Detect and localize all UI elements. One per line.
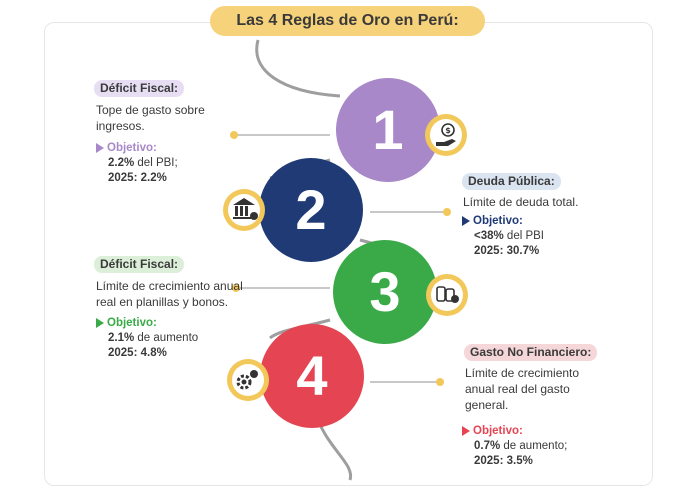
rule-3-objective-2025: 2025: 4.8% (108, 347, 167, 359)
rule-number-4: 4 (296, 344, 328, 407)
circle-4 (260, 324, 364, 428)
triangle-bullet-icon (96, 142, 104, 153)
rule-4-objective-2025: 2025: 3.5% (474, 455, 533, 467)
rule-1-desc-line: ingresos. (96, 119, 145, 133)
rule-2-description: Límite de deuda total. (463, 194, 578, 210)
top-connector-line (255, 39, 341, 98)
page-title: Las 4 Reglas de Oro en Perú: (210, 6, 485, 36)
gear-money-icon (227, 359, 269, 401)
rule-4-objective-value: 0.7% (474, 440, 501, 452)
bottom-connector-line (316, 419, 353, 481)
rule-4-desc-line: Límite de crecimiento (465, 366, 580, 380)
rule-2-objective-value: <38% (474, 230, 504, 242)
rule-2-desc-line: Límite de deuda total. (463, 195, 579, 209)
rule-2-objective-label: Objetivo: (473, 215, 523, 227)
rule-2-objective-text: del PBI (503, 230, 545, 242)
rule-3-objective-value: 2.1% (108, 332, 135, 344)
svg-text:$: $ (445, 126, 451, 135)
rule-3-objective-label: Objetivo: (107, 317, 157, 329)
connector-dot-2 (443, 208, 451, 216)
rule-2-objective-2025: 2025: 30.7% (474, 245, 540, 257)
connector-dot-3 (232, 284, 240, 292)
rule-4-desc-line: general. (465, 398, 509, 412)
connector-dot-1 (230, 131, 238, 139)
rule-4-tag: Gasto No Financiero: (464, 344, 598, 361)
rule-4-objective-text: de aumento; (500, 440, 568, 452)
triangle-bullet-icon (462, 425, 470, 436)
rule-4-objective: Objetivo: 0.7% de aumento; 2025: 3.5% (462, 424, 567, 469)
rule-4-objective-label: Objetivo: (473, 425, 523, 437)
circle-1 (336, 78, 440, 182)
circle-3 (333, 240, 437, 344)
bank-icon (223, 189, 265, 231)
circle-2 (259, 158, 363, 262)
rule-1-objective-label: Objetivo: (107, 142, 157, 154)
triangle-bullet-icon (462, 215, 470, 226)
rule-3-desc-line: real en planillas y bonos. (96, 295, 229, 309)
triangle-bullet-icon (96, 317, 104, 328)
rule-4-description: Límite de crecimiento anual real del gas… (465, 365, 579, 413)
connector-dot-4 (436, 378, 444, 386)
rule-1-objective-text: del PBI; (134, 157, 178, 169)
rule-1-objective-value: 2.2% (108, 157, 135, 169)
rule-1-objective: Objetivo: 2.2% del PBI; 2025: 2.2% (96, 141, 178, 186)
rule-2-tag: Deuda Pública: (462, 173, 561, 190)
rule-3-objective-text: de aumento (134, 332, 199, 344)
rule-number-3: 3 (369, 260, 401, 323)
coins-gear-icon (426, 274, 468, 316)
rule-4-desc-line: anual real del gasto (465, 382, 570, 396)
rule-3-objective: Objetivo: 2.1% de aumento 2025: 4.8% (96, 316, 198, 361)
rule-3-desc-line: Límite de crecimiento anual (96, 279, 243, 293)
rule-1-desc-line: Tope de gasto sobre (96, 103, 205, 117)
rule-3-tag: Déficit Fiscal: (94, 256, 185, 273)
rule-1-description: Tope de gasto sobre ingresos. (96, 102, 205, 134)
rule-1-objective-2025: 2025: 2.2% (108, 172, 167, 184)
rule-number-2: 2 (295, 178, 327, 241)
rule-3-description: Límite de crecimiento anual real en plan… (96, 278, 243, 310)
rule-1-tag: Déficit Fiscal: (94, 80, 185, 97)
rule-2-objective: Objetivo: <38% del PBI 2025: 30.7% (462, 214, 544, 259)
hand-money-icon: $ (425, 114, 467, 156)
rule-number-1: 1 (372, 98, 404, 161)
